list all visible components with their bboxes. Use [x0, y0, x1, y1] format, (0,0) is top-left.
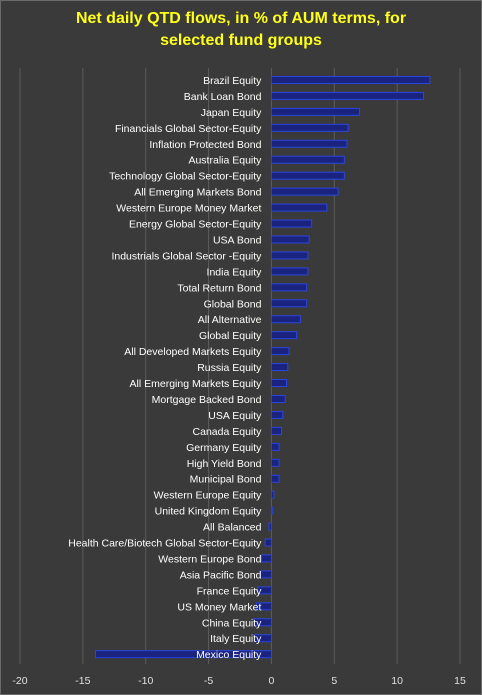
bar — [259, 570, 272, 579]
category-label: All Emerging Markets Bond — [134, 187, 261, 199]
bar — [270, 331, 298, 340]
category-label: Industrials Global Sector -Equity — [111, 250, 262, 262]
category-label: USA Equity — [208, 410, 262, 422]
bars — [94, 75, 431, 659]
x-axis-ticks: -20 -15 -10 -5 0 5 10 15 — [12, 675, 466, 687]
bar — [270, 347, 290, 356]
chart-title-line2: selected fund groups — [160, 32, 322, 49]
bar — [270, 394, 286, 403]
category-label: All Balanced — [203, 522, 262, 534]
bar — [270, 315, 301, 324]
bar — [270, 155, 345, 164]
bar — [255, 602, 272, 611]
chart-title: Net daily QTD flows, in % of AUM terms, … — [0, 8, 482, 52]
category-label: All Developed Markets Equity — [124, 346, 262, 358]
category-label: Japan Equity — [201, 107, 262, 119]
bar — [270, 171, 345, 180]
category-label: China Equity — [202, 617, 262, 629]
category-label: All Emerging Markets Equity — [130, 378, 263, 390]
bar — [270, 506, 274, 515]
category-label: Italy Equity — [210, 633, 262, 645]
category-label: Bank Loan Bond — [184, 91, 262, 103]
category-label: US Money Market — [177, 601, 261, 613]
bar — [270, 187, 339, 196]
bar — [270, 458, 280, 467]
category-label: India Equity — [207, 266, 263, 278]
x-tick-label: 10 — [391, 675, 403, 687]
category-label: Total Return Bond — [177, 282, 261, 294]
bar — [270, 219, 313, 228]
x-tick-label: 5 — [331, 675, 337, 687]
category-label: Germany Equity — [186, 442, 262, 454]
bar — [270, 442, 280, 451]
bar — [270, 251, 309, 260]
category-label: Global Equity — [199, 330, 262, 342]
category-label: Health Care/Biotech Global Sector-Equity — [68, 538, 262, 550]
category-label: Global Bond — [204, 298, 262, 310]
bar — [270, 283, 308, 292]
bar — [264, 538, 272, 547]
category-labels: Brazil Equity Bank Loan Bond Japan Equity F… — [68, 75, 262, 661]
bar — [270, 235, 310, 244]
x-tick-label: -5 — [204, 675, 213, 687]
bar — [270, 410, 284, 419]
x-tick-label: -10 — [138, 675, 153, 687]
category-label: Energy Global Sector-Equity — [129, 219, 262, 231]
bar — [270, 474, 280, 483]
bar — [253, 618, 272, 627]
bar — [270, 490, 275, 499]
category-label: All Alternative — [198, 314, 262, 326]
bar — [270, 379, 288, 388]
category-label: Western Europe Money Market — [116, 203, 261, 215]
bar — [270, 203, 328, 212]
x-tick-label: -15 — [75, 675, 90, 687]
category-label: Inflation Protected Bond — [149, 139, 261, 151]
bar — [270, 363, 289, 372]
category-label: Mortgage Backed Bond — [152, 394, 262, 406]
category-label: Asia Pacific Bond — [180, 569, 262, 581]
category-label: United Kingdom Equity — [155, 506, 263, 518]
category-label: High Yield Bond — [187, 458, 262, 470]
category-label: Brazil Equity — [203, 75, 262, 87]
category-label: Technology Global Sector-Equity — [109, 171, 262, 183]
category-label: France Equity — [197, 585, 263, 597]
category-label: Western Europe Bond — [158, 553, 261, 565]
x-tick-label: 0 — [269, 675, 275, 687]
bar — [268, 522, 272, 531]
bar — [270, 91, 425, 100]
grid-lines — [19, 68, 461, 665]
category-label: Canada Equity — [193, 426, 263, 438]
category-label: Mexico Equity — [196, 649, 262, 661]
bar — [270, 299, 308, 308]
category-label: USA Bond — [213, 234, 262, 246]
category-label: Municipal Bond — [190, 474, 262, 486]
category-label: Western Europe Equity — [154, 490, 263, 502]
x-tick-label: -20 — [12, 675, 27, 687]
bar — [270, 75, 431, 84]
bar — [270, 123, 349, 132]
bar — [270, 107, 360, 116]
category-label: Russia Equity — [197, 362, 262, 374]
bar — [253, 634, 272, 643]
x-tick-label: 15 — [454, 675, 466, 687]
bar — [257, 586, 272, 595]
bar — [270, 267, 309, 276]
category-label: Australia Equity — [188, 155, 262, 167]
category-label: Financials Global Sector-Equity — [115, 123, 262, 135]
bar — [270, 426, 282, 435]
bar — [260, 554, 272, 563]
chart-title-line1: Net daily QTD flows, in % of AUM terms, … — [75, 10, 407, 27]
bar — [94, 650, 272, 659]
bar — [270, 139, 348, 148]
